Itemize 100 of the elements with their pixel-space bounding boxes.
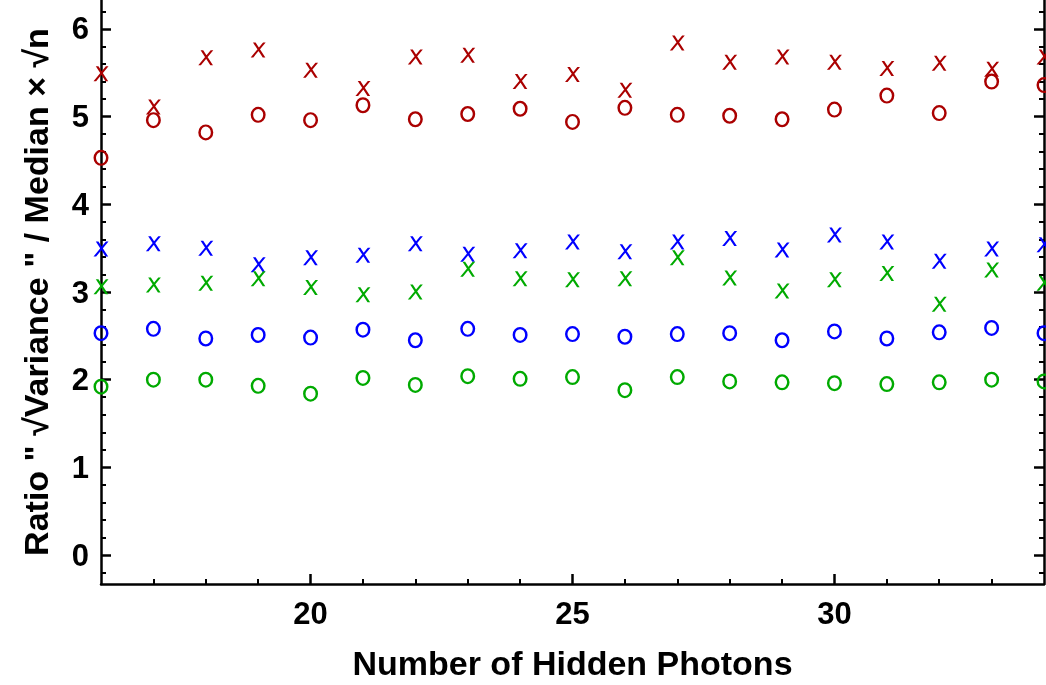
point <box>669 234 685 250</box>
point <box>617 382 633 399</box>
point <box>984 73 1000 90</box>
point <box>512 326 528 343</box>
point <box>303 280 319 296</box>
point <box>931 374 947 391</box>
point <box>879 234 895 250</box>
point <box>984 371 1000 388</box>
point <box>198 275 214 291</box>
point <box>512 100 528 117</box>
point <box>250 326 266 343</box>
point <box>774 374 790 391</box>
point <box>565 272 580 288</box>
y-axis-title: Ratio " √Variance " / Median × √n <box>17 28 55 556</box>
point <box>303 250 319 266</box>
point <box>931 105 947 122</box>
point <box>250 42 266 58</box>
point <box>774 332 790 349</box>
point <box>931 253 947 269</box>
x-tick-label: 30 <box>817 596 852 631</box>
point <box>722 325 738 342</box>
point <box>617 99 633 116</box>
point <box>931 296 947 312</box>
point <box>722 54 738 70</box>
point <box>355 97 371 114</box>
point <box>250 271 266 287</box>
point <box>722 373 738 390</box>
point <box>407 236 423 252</box>
point <box>722 270 738 286</box>
y-tick-label: 5 <box>71 99 89 135</box>
point <box>407 376 423 393</box>
point <box>617 271 633 287</box>
point <box>407 284 423 300</box>
point <box>250 257 266 273</box>
point <box>669 369 685 386</box>
point <box>774 283 790 299</box>
point <box>669 326 685 343</box>
point <box>722 107 738 124</box>
point <box>669 250 685 266</box>
point <box>460 246 476 262</box>
y-tick-label: 0 <box>71 537 89 573</box>
point <box>617 82 633 98</box>
point <box>984 319 1000 336</box>
point <box>984 262 1000 278</box>
point <box>879 266 895 282</box>
point <box>198 50 214 66</box>
point <box>407 332 423 349</box>
point <box>826 323 842 340</box>
point <box>774 242 790 258</box>
point <box>250 377 266 394</box>
point <box>198 371 214 388</box>
point <box>826 101 842 118</box>
x-tick-label: 20 <box>293 596 328 631</box>
y-tick-label: 2 <box>71 362 89 398</box>
x-axis-title: Number of Hidden Photons <box>352 644 793 682</box>
point <box>617 244 633 260</box>
point <box>145 371 161 388</box>
point <box>198 330 214 347</box>
point <box>303 112 319 129</box>
point <box>355 287 371 303</box>
point <box>198 124 214 141</box>
point <box>407 49 423 65</box>
point <box>407 111 423 128</box>
point <box>93 325 109 342</box>
point <box>931 55 947 71</box>
point <box>460 261 476 277</box>
point <box>198 240 214 256</box>
point <box>303 329 319 346</box>
point <box>879 376 895 393</box>
point <box>145 99 161 115</box>
point <box>512 243 528 259</box>
point <box>145 112 161 129</box>
point <box>460 320 476 337</box>
point <box>984 241 1000 257</box>
point <box>145 236 161 252</box>
point <box>774 49 790 65</box>
point <box>617 328 633 345</box>
x-tick-label: 25 <box>555 596 590 631</box>
point <box>93 241 109 257</box>
point <box>879 330 895 347</box>
point <box>565 113 580 130</box>
point <box>512 271 528 287</box>
y-tick-label: 6 <box>71 11 89 47</box>
point <box>355 369 371 386</box>
point <box>565 67 580 83</box>
point <box>460 47 476 63</box>
point <box>512 74 528 90</box>
point <box>303 385 319 402</box>
point <box>565 326 580 343</box>
point <box>826 272 842 288</box>
y-tick-label: 3 <box>71 274 89 310</box>
point <box>565 369 580 386</box>
point <box>931 324 947 341</box>
point <box>722 231 738 247</box>
point <box>460 368 476 385</box>
point <box>826 375 842 392</box>
point <box>879 60 895 76</box>
y-tick-label: 4 <box>71 186 90 222</box>
point <box>145 277 161 293</box>
point <box>93 279 109 295</box>
